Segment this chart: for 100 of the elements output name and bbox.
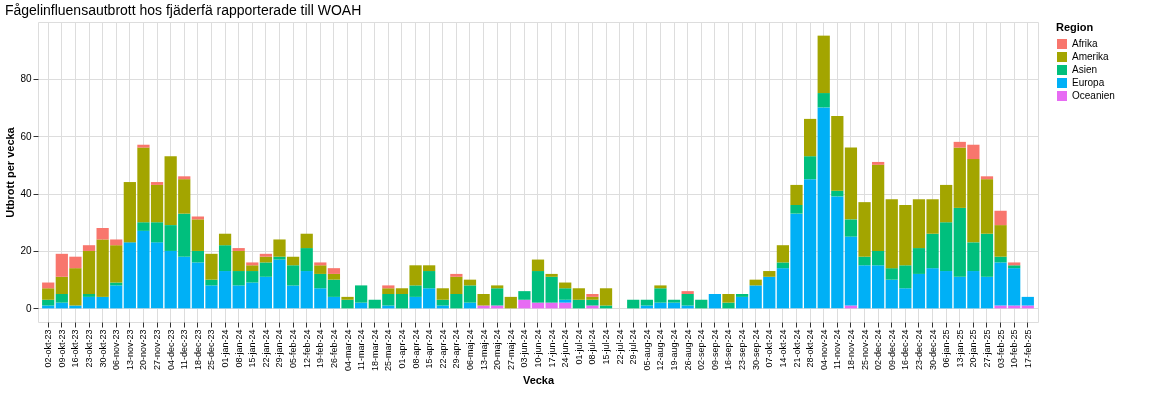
bar bbox=[327, 279, 341, 297]
x-tick-label: 21-okt-24 bbox=[791, 329, 802, 368]
bar bbox=[817, 93, 830, 108]
bar bbox=[286, 256, 300, 266]
x-tick-label: 19-aug-24 bbox=[669, 329, 680, 371]
bar bbox=[776, 245, 790, 263]
x-tick-label: 09-dec-24 bbox=[886, 329, 897, 371]
y-tick-label: 20 bbox=[20, 245, 32, 257]
bar bbox=[450, 273, 463, 277]
x-tick-label: 30-sep-24 bbox=[750, 329, 761, 371]
bar bbox=[327, 268, 341, 274]
bar bbox=[844, 219, 858, 237]
bar bbox=[382, 305, 395, 309]
bar bbox=[395, 288, 409, 295]
x-tick-label: 02-sep-24 bbox=[696, 329, 707, 371]
bar bbox=[300, 233, 313, 249]
bar bbox=[599, 305, 613, 309]
bar bbox=[286, 265, 300, 286]
x-tick-label: 27-jan-25 bbox=[981, 329, 992, 368]
bar bbox=[872, 161, 885, 165]
bar bbox=[273, 256, 286, 260]
bar bbox=[436, 305, 449, 309]
x-tick-label: 12-feb-24 bbox=[301, 329, 312, 369]
x-tick-label: 25-nov-24 bbox=[859, 329, 870, 371]
bar bbox=[341, 296, 354, 300]
chart-title: Fågelinfluensautbrott hos fjäderfä rapporterade till WOAH bbox=[4, 2, 362, 18]
x-tick-label: 11-dec-23 bbox=[179, 329, 190, 370]
y-tick-label: 80 bbox=[20, 73, 32, 85]
x-tick-label: 16-sep-24 bbox=[723, 329, 734, 371]
bar bbox=[463, 285, 477, 303]
bar bbox=[150, 182, 164, 185]
bar bbox=[42, 305, 55, 309]
x-tick-label: 14-okt-24 bbox=[777, 329, 788, 368]
bar bbox=[300, 248, 313, 272]
x-tick-label: 10-jun-24 bbox=[533, 329, 543, 368]
bar bbox=[790, 205, 803, 214]
bar bbox=[491, 288, 504, 306]
legend-label: Europa bbox=[1072, 77, 1105, 88]
x-tick-label: 29-jan-24 bbox=[274, 329, 285, 368]
x-tick-label: 29-jul-24 bbox=[628, 329, 639, 365]
x-tick-label: 04-dec-23 bbox=[165, 329, 176, 371]
x-tick-label: 02-okt-23 bbox=[43, 329, 54, 368]
x-tick-label: 15-jan-24 bbox=[247, 329, 258, 368]
y-axis-title: Utbrott per vecka bbox=[4, 126, 17, 218]
x-tick-label: 01-jan-24 bbox=[220, 329, 231, 368]
x-axis-title: Vecka bbox=[522, 374, 555, 387]
x-tick-label: 11-mar-24 bbox=[356, 329, 367, 371]
bar bbox=[191, 216, 204, 220]
bar bbox=[232, 248, 245, 251]
x-tick-label: 16-dec-24 bbox=[900, 329, 911, 371]
bar bbox=[763, 271, 776, 277]
x-tick-label: 10-feb-25 bbox=[1009, 329, 1020, 369]
bar bbox=[314, 262, 327, 266]
x-tick-label: 27-nov-23 bbox=[152, 329, 163, 371]
bar bbox=[735, 296, 749, 309]
legend-label: Amerika bbox=[1072, 51, 1110, 62]
bar bbox=[627, 299, 640, 309]
bar bbox=[191, 250, 204, 263]
x-tick-label: 23-dec-24 bbox=[913, 329, 924, 371]
bar bbox=[722, 302, 735, 309]
x-tick-label: 13-nov-23 bbox=[124, 329, 135, 371]
x-tick-label: 15-jul-24 bbox=[601, 329, 612, 365]
x-tick-label: 20-jan-25 bbox=[968, 329, 979, 368]
x-tick-label: 18-dec-23 bbox=[192, 329, 203, 371]
bar bbox=[803, 118, 817, 157]
x-tick-label: 22-jul-24 bbox=[614, 329, 625, 365]
bar bbox=[246, 262, 259, 266]
x-tick-label: 08-jul-24 bbox=[587, 329, 598, 365]
y-tick-label: 60 bbox=[20, 130, 32, 142]
x-tick-label: 18-nov-24 bbox=[845, 329, 856, 371]
x-tick-label: 24-jun-24 bbox=[560, 329, 571, 368]
bar bbox=[491, 285, 504, 289]
x-tick-label: 20-maj-24 bbox=[492, 329, 503, 371]
bar bbox=[844, 305, 858, 309]
x-tick-label: 05-aug-24 bbox=[641, 329, 652, 371]
bar bbox=[205, 279, 218, 286]
legend-title: Region bbox=[1056, 21, 1094, 33]
bar bbox=[96, 227, 109, 240]
x-tick-label: 20-nov-23 bbox=[138, 329, 149, 371]
x-tick-label: 17-feb-25 bbox=[1022, 329, 1033, 369]
bar bbox=[559, 299, 572, 303]
x-tick-label: 08-apr-24 bbox=[410, 329, 421, 369]
bar bbox=[586, 305, 599, 309]
x-tick-label: 06-jan-25 bbox=[941, 329, 952, 368]
bar bbox=[314, 265, 327, 274]
bar bbox=[735, 294, 749, 297]
x-tick-label: 15-apr-24 bbox=[424, 329, 435, 369]
legend-label: Oceanien bbox=[1072, 90, 1115, 101]
bar bbox=[259, 253, 273, 257]
x-tick-label: 13-maj-24 bbox=[478, 329, 489, 371]
x-tick-label: 06-nov-23 bbox=[111, 329, 122, 371]
bar bbox=[681, 291, 694, 295]
x-tick-label: 28-okt-24 bbox=[805, 329, 816, 368]
x-tick-label: 11-nov-24 bbox=[832, 329, 843, 370]
x-tick-label: 26-feb-24 bbox=[328, 329, 339, 369]
bar bbox=[82, 245, 96, 251]
x-tick-label: 03-feb-25 bbox=[995, 329, 1006, 369]
bar bbox=[722, 294, 735, 303]
bar bbox=[803, 156, 817, 180]
x-tick-label: 22-apr-24 bbox=[437, 329, 448, 369]
